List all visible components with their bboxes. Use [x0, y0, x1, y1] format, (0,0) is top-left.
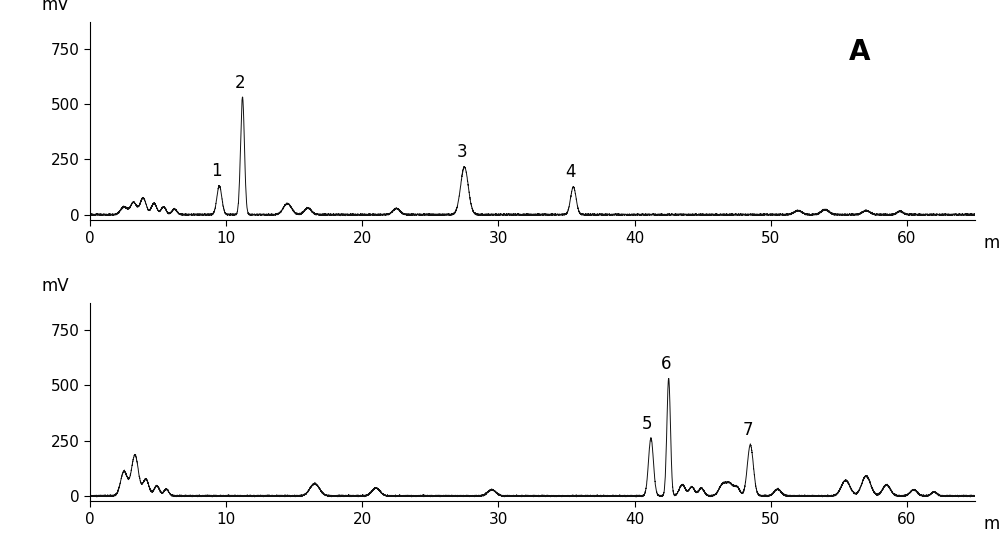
Text: mV: mV — [41, 277, 69, 295]
Text: 6: 6 — [661, 355, 671, 373]
Text: min: min — [984, 234, 1000, 252]
Text: mV: mV — [41, 0, 69, 14]
Text: 1: 1 — [211, 163, 222, 180]
Text: 7: 7 — [742, 422, 753, 440]
Text: 2: 2 — [234, 74, 245, 92]
Text: min: min — [984, 515, 1000, 533]
Text: 5: 5 — [642, 415, 652, 433]
Text: A: A — [849, 38, 871, 66]
Text: 3: 3 — [456, 143, 467, 161]
Text: 4: 4 — [565, 164, 576, 181]
